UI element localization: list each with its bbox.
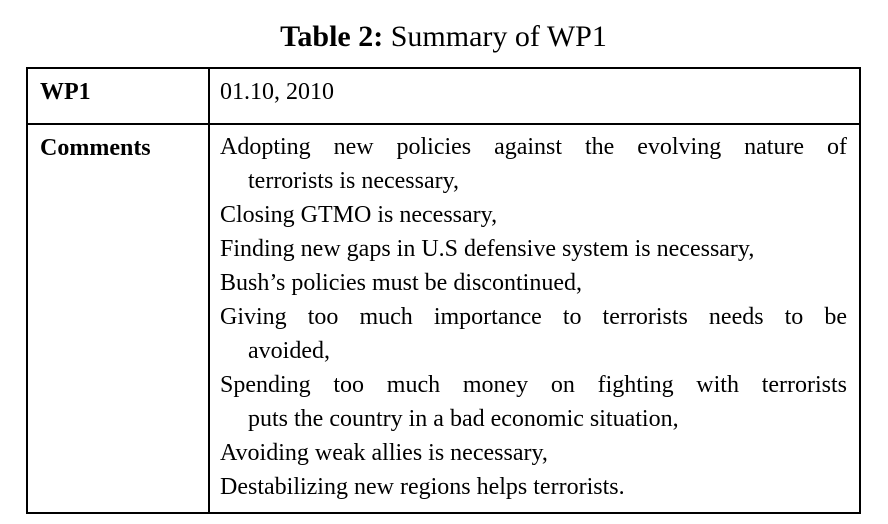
comment-line: Closing GTMO is necessary, (220, 202, 498, 228)
wp1-date-cell: 01.10, 2010 (208, 67, 861, 125)
comments-cell: Adopting new policies against the evolvi… (208, 123, 861, 514)
table-row-wp1: WP1 01.10, 2010 (26, 67, 861, 125)
comment-line: Giving too much importance to terrorists… (220, 304, 847, 330)
comment-line: avoided, (248, 338, 330, 364)
comments-header-cell: Comments (26, 123, 210, 514)
comment-line: Avoiding weak allies is necessary, (220, 440, 548, 466)
wp1-header-cell: WP1 (26, 67, 210, 125)
caption-title: Summary of WP1 (383, 20, 607, 53)
comment-line: terrorists is necessary, (248, 168, 460, 194)
table-caption: Table 2: Summary of WP1 (26, 19, 861, 55)
comment-line: Finding new gaps in U.S defensive system… (220, 236, 755, 262)
table-row-comments: Comments Adopting new policies against t… (26, 123, 861, 514)
comment-line: Bush’s policies must be discontinued, (220, 270, 582, 296)
comment-line: puts the country in a bad economic situa… (248, 406, 679, 432)
comment-line: Destabilizing new regions helps terroris… (220, 474, 625, 500)
comment-line: Adopting new policies against the evolvi… (220, 134, 847, 160)
comment-line: Spending too much money on fighting with… (220, 372, 847, 398)
caption-label: Table 2: (280, 20, 384, 53)
summary-table: WP1 01.10, 2010 Comments Adopting new po… (26, 67, 861, 514)
